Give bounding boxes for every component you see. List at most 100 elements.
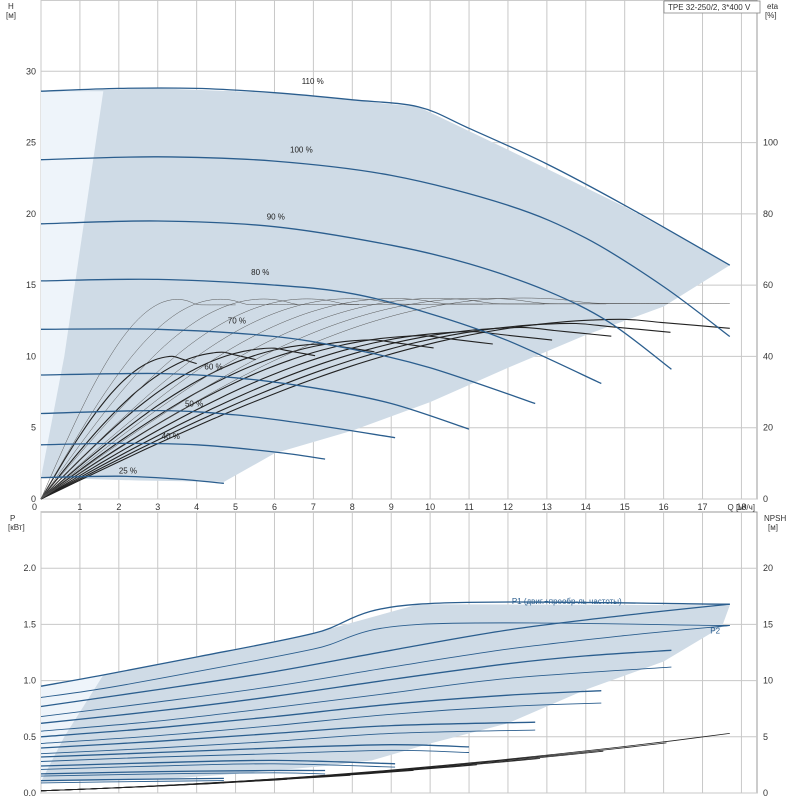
x-tick-label: 15 [620,502,630,512]
x-tick-label: 10 [425,502,435,512]
p2-curve [40,702,602,744]
efficiency-curves [40,297,730,500]
efficiency-curve-thin [40,298,545,500]
efficiency-curve-thin [40,299,236,500]
y2-axis-unit: [м] [768,523,778,532]
y-axis-unit: [кВт] [8,523,25,532]
power-envelope-min-flow-zone [41,675,104,782]
efficiency-curve [40,331,553,500]
x-tick-label: 4 [194,502,199,512]
speed-curve [40,87,731,266]
y2-tick-label: 5 [763,732,768,742]
efficiency-curve [40,355,197,500]
speed-curve-label: 80 % [251,268,269,277]
speed-curve-label: 100 % [290,146,313,155]
y-tick-label: 25 [26,138,36,148]
x-tick-label: 2 [116,502,121,512]
speed-curve-label: 60 % [204,362,222,371]
p1-curve [40,721,536,749]
speed-curve [40,278,602,385]
x-tick-label: 8 [350,502,355,512]
y2-tick-label: 20 [763,423,773,433]
y2-tick-label: 40 [763,351,773,361]
p2-curve [40,729,536,755]
speed-curve [40,220,672,370]
x-tick-label: 11 [464,502,473,512]
speed-curve-label: 70 % [228,317,246,326]
x-tick-label: 3 [155,502,160,512]
x-tick-label: 1 [77,502,82,512]
speed-curve [40,442,326,460]
p1-curve [40,744,470,758]
p2-curve [40,625,730,718]
p2-curve [40,772,326,777]
speed-curve [40,156,731,338]
y-tick-label: 15 [26,280,36,290]
series-label: P1 (двиг.+преобр-ль частоты) [512,597,622,606]
efficiency-curve-thin [40,298,360,500]
y2-axis-label: NPSH [764,514,786,523]
p1-curve [40,601,730,687]
x-tick-label: 14 [581,502,591,512]
y-tick-label: 1.0 [23,676,36,686]
efficiency-curve-thin [40,298,298,500]
y2-tick-label: 20 [763,563,773,573]
y-axis-label: P [10,514,15,523]
npsh-curves [40,733,730,792]
p2-curve [40,780,224,784]
p2-curve [40,622,730,698]
y2-axis-unit: [%] [765,11,777,20]
y2-axis-label: eta [767,2,779,11]
y-tick-label: 10 [26,351,36,361]
npsh-curve [40,733,730,792]
p2-curve [40,749,470,762]
x-tick-label: 0 [32,502,37,512]
x-tick-label: 9 [389,502,394,512]
efficiency-curve [40,351,257,500]
head-flow-panel: 110 %100 %90 %80 %70 %60 %50 %40 %25 %1 2… [6,0,779,512]
y-tick-label: 5 [31,423,36,433]
y-tick-label: 0.5 [23,732,36,742]
series-label: P2 [710,626,720,635]
x-tick-label: 16 [659,502,669,512]
y-axis-unit: [м] [6,11,16,20]
efficiency-curve [40,318,730,500]
y-tick-label: 20 [26,209,36,219]
p1-curve [40,649,672,724]
efficiency-curve [40,322,671,500]
envelope-min-flow-zone [41,91,104,478]
pump-label: TPE 32-250/2, 3*400 V [668,3,751,12]
y-tick-label: 2.0 [23,563,36,573]
power-flow-panel: P1 (двиг.+преобр-ль частоты) P2 0.0 0.5 1.0 1… [8,511,786,798]
p1-curve [40,690,602,738]
y2-tick-label: 60 [763,280,773,290]
x-tick-label: 7 [311,502,316,512]
speed-curve [40,475,224,484]
p1-curve [40,777,224,782]
y-tick-label: 30 [26,66,36,76]
speed-curve-label: 25 % [119,466,137,475]
y-tick-label: 0 [31,494,36,504]
speed-curve-label: 90 % [267,213,285,222]
y-tick-label: 1.5 [23,619,36,629]
x-tick-label: 18 [736,502,746,512]
y-axis-label: H [8,2,14,11]
speed-curve [40,409,396,439]
speed-curve-label: 40 % [162,432,180,441]
y2-tick-label: 100 [763,138,778,148]
x-tick-label: 12 [503,502,513,512]
p1-curve [40,769,326,775]
p1-curve [40,603,730,708]
speed-curve [40,372,470,430]
x-tick-label: 17 [698,502,708,512]
y-tick-label: 0.0 [23,788,36,798]
speed-curve [40,328,536,405]
x-axis-label: Q [м³/ч] [728,503,755,512]
y2-tick-label: 0 [763,494,768,504]
p2-curve [40,763,396,770]
y2-tick-label: 80 [763,209,773,219]
y2-tick-label: 15 [763,619,773,629]
y2-tick-label: 10 [763,676,773,686]
efficiency-curve-thin [40,298,421,500]
